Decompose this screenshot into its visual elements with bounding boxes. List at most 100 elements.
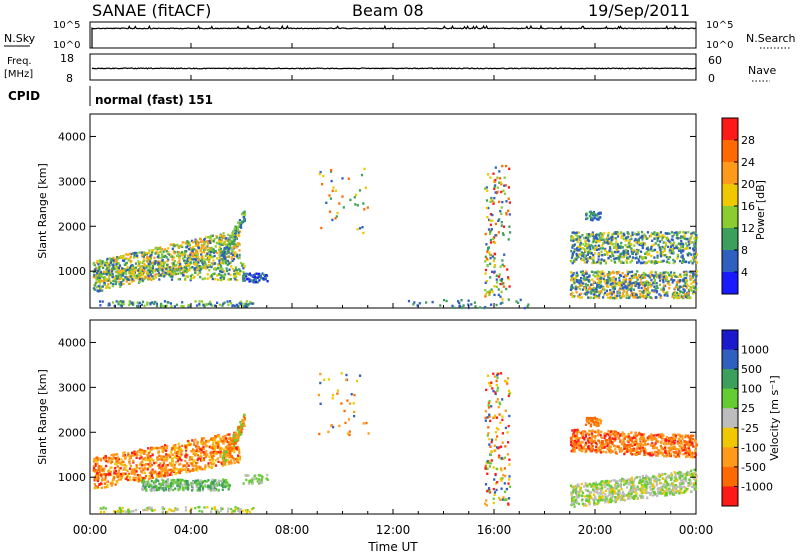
scatter-cell <box>162 264 165 268</box>
scatter-cell <box>166 263 169 267</box>
scatter-cell <box>623 234 626 237</box>
scatter-cell <box>163 275 166 278</box>
scatter-cell <box>661 254 664 257</box>
scatter-cell <box>505 164 508 168</box>
scatter-cell <box>170 278 174 281</box>
scatter-cell <box>644 256 647 259</box>
scatter-cell <box>682 230 685 234</box>
power-colorbar-tick-label: 20 <box>741 178 755 191</box>
scatter-cell <box>92 275 95 279</box>
scatter-cell <box>94 464 97 467</box>
scatter-cell <box>176 254 179 258</box>
scatter-cell <box>147 278 150 281</box>
scatter-cell <box>250 274 253 277</box>
scatter-cell <box>116 258 119 261</box>
scatter-cell <box>214 268 218 271</box>
scatter-cell <box>126 278 130 281</box>
scatter-cell <box>656 256 659 259</box>
scatter-cell <box>621 286 625 290</box>
scatter-cell <box>210 254 213 257</box>
scatter-cell <box>257 478 260 481</box>
scatter-cell <box>645 292 648 295</box>
scatter-cell <box>484 281 487 284</box>
scatter-cell <box>96 259 99 263</box>
scatter-cell <box>581 247 584 250</box>
scatter-cell <box>225 245 228 249</box>
scatter-cell <box>140 448 143 452</box>
scatter-cell <box>644 262 647 265</box>
scatter-cell <box>621 261 624 264</box>
scatter-cell <box>199 457 202 460</box>
scatter-cell <box>140 303 143 306</box>
scatter-cell <box>621 281 624 284</box>
scatter-cell <box>615 297 618 300</box>
scatter-cell <box>680 245 683 249</box>
scatter-cell <box>493 241 497 244</box>
scatter-cell <box>507 389 511 393</box>
scatter-cell <box>245 275 248 278</box>
scatter-cell <box>628 278 631 282</box>
scatter-cell <box>192 460 195 464</box>
scatter-cell <box>628 245 631 248</box>
scatter-cell <box>212 259 215 262</box>
scatter-cell <box>99 272 102 276</box>
scatter-cell <box>608 277 611 280</box>
scatter-cell <box>185 452 188 455</box>
power-colorbar-swatch <box>722 162 738 185</box>
scatter-cell <box>175 461 178 464</box>
scatter-cell <box>144 485 147 488</box>
scatter-cell <box>682 288 685 291</box>
scatter-cell <box>505 213 508 216</box>
scatter-cell <box>199 485 202 488</box>
scatter-cell <box>161 450 164 454</box>
scatter-cell <box>633 434 636 437</box>
scatter-cell <box>627 245 630 249</box>
scatter-cell <box>486 250 489 253</box>
scatter-cell <box>207 302 211 306</box>
scatter-cell <box>671 238 674 242</box>
scatter-cell <box>673 247 676 250</box>
scatter-cell <box>215 443 218 446</box>
scatter-cell <box>489 238 492 242</box>
scatter-cell <box>610 250 613 253</box>
scatter-cell <box>695 253 699 256</box>
scatter-cell <box>625 290 628 294</box>
scatter-cell <box>251 275 254 278</box>
scatter-cell <box>592 217 595 221</box>
scatter-cell <box>233 242 236 246</box>
scatter-cell <box>118 283 121 286</box>
scatter-cell <box>490 405 493 408</box>
scatter-cell <box>229 452 232 455</box>
scatter-cell <box>204 254 207 258</box>
scatter-cell <box>504 445 507 448</box>
scatter-cell <box>244 273 247 276</box>
scatter-cell <box>213 508 216 511</box>
scatter-cell <box>668 249 671 252</box>
scatter-cell <box>637 249 640 252</box>
scatter-cell <box>689 274 692 277</box>
scatter-cell <box>653 285 656 288</box>
scatter-cell <box>501 498 504 501</box>
scatter-cell <box>488 487 491 490</box>
scatter-cell <box>341 195 344 198</box>
scatter-cell <box>146 260 149 263</box>
scatter-cell <box>224 460 227 463</box>
scatter-cell <box>238 455 241 458</box>
scatter-cell <box>572 250 576 254</box>
scatter-cell <box>255 477 258 480</box>
scatter-cell <box>596 295 599 298</box>
scatter-cell <box>656 231 659 235</box>
scatter-cell <box>657 232 660 235</box>
scatter-cell <box>155 304 159 308</box>
scatter-cell <box>166 510 169 514</box>
scatter-cell <box>120 474 123 477</box>
scatter-cell <box>206 480 209 483</box>
scatter-cell <box>143 277 146 281</box>
scatter-cell <box>187 256 190 259</box>
scatter-cell <box>221 459 225 462</box>
scatter-cell <box>184 486 187 489</box>
scatter-cell <box>641 241 644 244</box>
scatter-cell <box>171 479 174 483</box>
scatter-cell <box>504 490 507 493</box>
scatter-cell <box>650 278 653 282</box>
